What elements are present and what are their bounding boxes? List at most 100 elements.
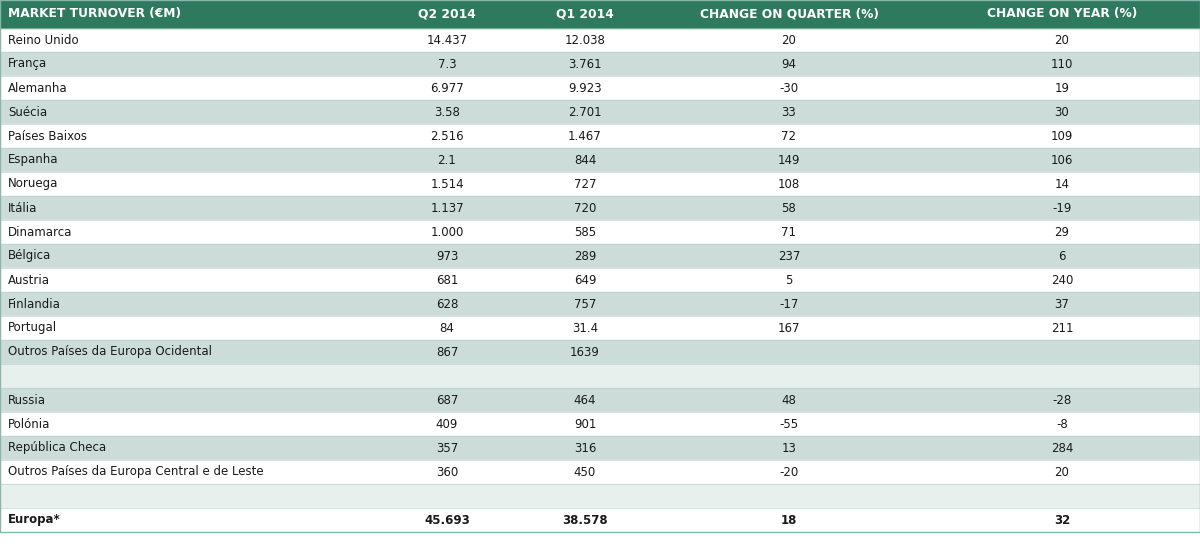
Text: 94: 94 (781, 58, 797, 70)
Text: Outros Países da Europa Central e de Leste: Outros Países da Europa Central e de Les… (8, 465, 264, 479)
Text: 289: 289 (574, 249, 596, 263)
Text: 109: 109 (1051, 130, 1073, 142)
Text: 45.693: 45.693 (424, 514, 470, 526)
Text: 37: 37 (1055, 297, 1069, 310)
Bar (0, 220, 1200, 244)
Text: -8: -8 (1056, 418, 1068, 430)
Text: Austria: Austria (8, 274, 50, 286)
Text: -28: -28 (1052, 393, 1072, 407)
Text: Europa*: Europa* (8, 514, 61, 526)
Bar (0, 52, 1200, 76)
Text: 72: 72 (781, 130, 797, 142)
Text: 844: 844 (574, 153, 596, 167)
Text: 360: 360 (436, 465, 458, 479)
Text: 2.1: 2.1 (438, 153, 456, 167)
Text: Espanha: Espanha (8, 153, 59, 167)
Text: 464: 464 (574, 393, 596, 407)
Text: 14: 14 (1055, 177, 1069, 191)
Text: CHANGE ON YEAR (%): CHANGE ON YEAR (%) (986, 8, 1138, 20)
Text: Polónia: Polónia (8, 418, 50, 430)
Text: 20: 20 (1055, 33, 1069, 47)
Text: Suécia: Suécia (8, 105, 47, 119)
Text: 48: 48 (781, 393, 797, 407)
Text: 20: 20 (781, 33, 797, 47)
Text: Russia: Russia (8, 393, 46, 407)
Text: 84: 84 (439, 321, 455, 335)
Text: -19: -19 (1052, 202, 1072, 214)
Text: 585: 585 (574, 225, 596, 239)
Bar (0, 0, 1200, 28)
Bar (0, 148, 1200, 172)
Text: 9.923: 9.923 (568, 81, 602, 95)
Text: Itália: Itália (8, 202, 37, 214)
Bar (0, 244, 1200, 268)
Text: 1.137: 1.137 (430, 202, 464, 214)
Text: Bélgica: Bélgica (8, 249, 52, 263)
Text: 5: 5 (785, 274, 793, 286)
Text: 13: 13 (781, 442, 797, 454)
Text: 450: 450 (574, 465, 596, 479)
Text: 316: 316 (574, 442, 596, 454)
Text: 6: 6 (1058, 249, 1066, 263)
Text: 757: 757 (574, 297, 596, 310)
Text: Reino Unido: Reino Unido (8, 33, 79, 47)
Text: Noruega: Noruega (8, 177, 59, 191)
Bar (0, 316, 1200, 340)
Text: 31.4: 31.4 (572, 321, 598, 335)
Text: 12.038: 12.038 (564, 33, 606, 47)
Text: 720: 720 (574, 202, 596, 214)
Bar (0, 340, 1200, 364)
Text: 32: 32 (1054, 514, 1070, 526)
Bar (0, 124, 1200, 148)
Text: 681: 681 (436, 274, 458, 286)
Text: Alemanha: Alemanha (8, 81, 67, 95)
Text: 58: 58 (781, 202, 797, 214)
Text: -30: -30 (780, 81, 798, 95)
Bar (0, 412, 1200, 436)
Text: Finlandia: Finlandia (8, 297, 61, 310)
Bar (0, 100, 1200, 124)
Text: 1.514: 1.514 (430, 177, 464, 191)
Text: 2.516: 2.516 (430, 130, 464, 142)
Text: 110: 110 (1051, 58, 1073, 70)
Text: 687: 687 (436, 393, 458, 407)
Bar (0, 196, 1200, 220)
Text: 1.467: 1.467 (568, 130, 602, 142)
Text: 108: 108 (778, 177, 800, 191)
Text: 71: 71 (781, 225, 797, 239)
Text: 7.3: 7.3 (438, 58, 456, 70)
Text: 106: 106 (1051, 153, 1073, 167)
Bar (0, 460, 1200, 484)
Text: 20: 20 (1055, 465, 1069, 479)
Text: 357: 357 (436, 442, 458, 454)
Text: 38.578: 38.578 (562, 514, 608, 526)
Text: -17: -17 (779, 297, 799, 310)
Bar (0, 508, 1200, 532)
Text: 3.58: 3.58 (434, 105, 460, 119)
Text: 211: 211 (1051, 321, 1073, 335)
Text: Outros Países da Europa Ocidental: Outros Países da Europa Ocidental (8, 346, 212, 358)
Bar (0, 28, 1200, 52)
Text: 727: 727 (574, 177, 596, 191)
Text: 30: 30 (1055, 105, 1069, 119)
Text: 149: 149 (778, 153, 800, 167)
Text: República Checa: República Checa (8, 442, 106, 454)
Text: MARKET TURNOVER (€M): MARKET TURNOVER (€M) (8, 8, 181, 20)
Text: Dinamarca: Dinamarca (8, 225, 72, 239)
Text: 33: 33 (781, 105, 797, 119)
Text: 167: 167 (778, 321, 800, 335)
Text: 1.000: 1.000 (431, 225, 463, 239)
Bar (0, 364, 1200, 388)
Text: França: França (8, 58, 47, 70)
Text: 628: 628 (436, 297, 458, 310)
Text: 19: 19 (1055, 81, 1069, 95)
Bar (0, 388, 1200, 412)
Text: 409: 409 (436, 418, 458, 430)
Text: 237: 237 (778, 249, 800, 263)
Text: 2.701: 2.701 (568, 105, 602, 119)
Text: 901: 901 (574, 418, 596, 430)
Bar (0, 484, 1200, 508)
Bar (0, 268, 1200, 292)
Text: -20: -20 (779, 465, 799, 479)
Text: 14.437: 14.437 (426, 33, 468, 47)
